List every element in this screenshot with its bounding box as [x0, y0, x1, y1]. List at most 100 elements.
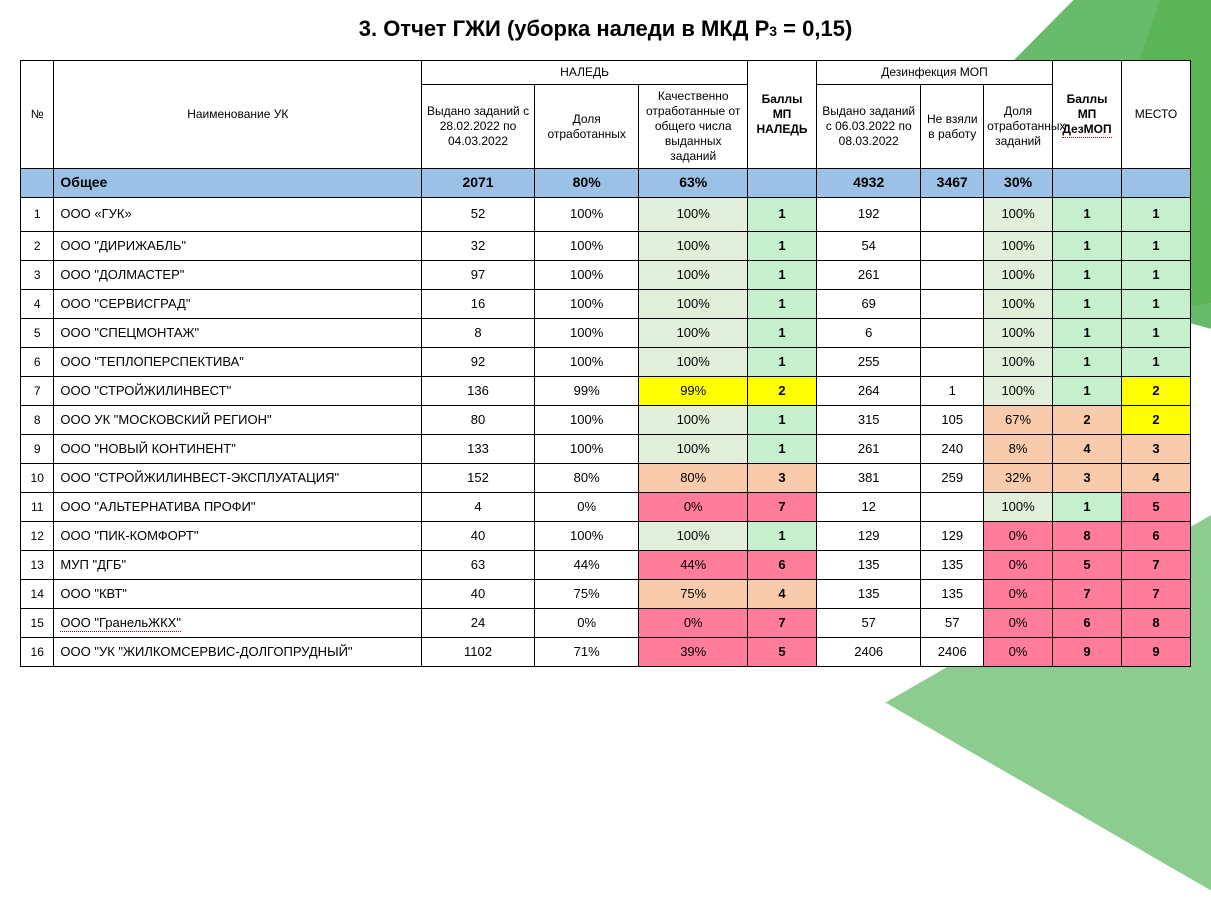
cell-name: ООО "НОВЫЙ КОНТИНЕНТ"	[54, 435, 422, 464]
totals-place	[1121, 169, 1190, 198]
cell-place: 7	[1121, 580, 1190, 609]
cell-num: 5	[21, 319, 54, 348]
cell-place: 3	[1121, 435, 1190, 464]
totals-quality: 63%	[639, 169, 748, 198]
cell-points-ice: 1	[748, 198, 817, 232]
cell-share: 0%	[534, 609, 638, 638]
cell-quality: 100%	[639, 261, 748, 290]
cell-place: 1	[1121, 348, 1190, 377]
cell-points-dez: 9	[1053, 638, 1122, 667]
cell-points-dez: 7	[1053, 580, 1122, 609]
cell-share: 100%	[534, 522, 638, 551]
col-quality: Качественно отработанные от общего числа…	[639, 85, 748, 169]
cell-points-ice: 6	[748, 551, 817, 580]
table-row: 1ООО «ГУК»52100%100%1192100%11	[21, 198, 1191, 232]
cell-place: 6	[1121, 522, 1190, 551]
col-share: Доля отработанных	[534, 85, 638, 169]
cell-quality: 100%	[639, 198, 748, 232]
totals-label: Общее	[54, 169, 422, 198]
cell-share: 100%	[534, 290, 638, 319]
totals-issued: 2071	[422, 169, 535, 198]
cell-points-dez: 8	[1053, 522, 1122, 551]
table-row: 9ООО "НОВЫЙ КОНТИНЕНТ"133100%100%1261240…	[21, 435, 1191, 464]
cell-issued: 63	[422, 551, 535, 580]
table-row: 16ООО "УК "ЖИЛКОМСЕРВИС-ДОЛГОПРУДНЫЙ"110…	[21, 638, 1191, 667]
cell-dez-not	[921, 232, 984, 261]
cell-dez-issued: 255	[816, 348, 920, 377]
cell-num: 8	[21, 406, 54, 435]
cell-place: 7	[1121, 551, 1190, 580]
cell-points-dez: 1	[1053, 493, 1122, 522]
cell-name: ООО "УК "ЖИЛКОМСЕРВИС-ДОЛГОПРУДНЫЙ"	[54, 638, 422, 667]
cell-points-ice: 1	[748, 406, 817, 435]
cell-dez-share: 100%	[984, 198, 1053, 232]
cell-dez-share: 32%	[984, 464, 1053, 493]
cell-points-ice: 2	[748, 377, 817, 406]
cell-points-ice: 1	[748, 261, 817, 290]
cell-name: ООО "СТРОЙЖИЛИНВЕСТ-ЭКСПЛУАТАЦИЯ"	[54, 464, 422, 493]
cell-dez-not: 1	[921, 377, 984, 406]
cell-dez-share: 100%	[984, 493, 1053, 522]
report-table: № Наименование УК НАЛЕДЬ Баллы МП НАЛЕДЬ…	[20, 60, 1191, 667]
cell-quality: 39%	[639, 638, 748, 667]
cell-dez-not: 129	[921, 522, 984, 551]
cell-points-ice: 1	[748, 522, 817, 551]
col-dez-share: Доля отработанных заданий	[984, 85, 1053, 169]
cell-share: 44%	[534, 551, 638, 580]
col-group-ice: НАЛЕДЬ	[422, 61, 748, 85]
cell-num: 7	[21, 377, 54, 406]
totals-row: Общее 2071 80% 63% 4932 3467 30%	[21, 169, 1191, 198]
cell-dez-not: 135	[921, 551, 984, 580]
totals-dez-issued: 4932	[816, 169, 920, 198]
cell-quality: 100%	[639, 435, 748, 464]
cell-dez-issued: 57	[816, 609, 920, 638]
cell-num: 1	[21, 198, 54, 232]
cell-place: 2	[1121, 406, 1190, 435]
cell-dez-issued: 69	[816, 290, 920, 319]
cell-points-ice: 1	[748, 290, 817, 319]
cell-dez-issued: 135	[816, 580, 920, 609]
cell-quality: 0%	[639, 493, 748, 522]
cell-points-dez: 1	[1053, 198, 1122, 232]
cell-name: ООО «ГУК»	[54, 198, 422, 232]
table-row: 7ООО "СТРОЙЖИЛИНВЕСТ"13699%99%22641100%1…	[21, 377, 1191, 406]
cell-name: ООО "ПИК-КОМФОРТ"	[54, 522, 422, 551]
cell-dez-share: 8%	[984, 435, 1053, 464]
cell-issued: 40	[422, 580, 535, 609]
cell-share: 100%	[534, 198, 638, 232]
cell-share: 100%	[534, 232, 638, 261]
cell-place: 1	[1121, 232, 1190, 261]
cell-num: 2	[21, 232, 54, 261]
table-row: 3ООО "ДОЛМАСТЕР"97100%100%1261100%11	[21, 261, 1191, 290]
totals-dez-share: 30%	[984, 169, 1053, 198]
title-prefix: 3. Отчет ГЖИ (уборка наледи в МКД Р	[359, 16, 770, 41]
cell-dez-share: 0%	[984, 580, 1053, 609]
cell-issued: 136	[422, 377, 535, 406]
cell-num: 11	[21, 493, 54, 522]
cell-dez-not: 57	[921, 609, 984, 638]
totals-points-dez	[1053, 169, 1122, 198]
cell-points-dez: 1	[1053, 348, 1122, 377]
cell-issued: 80	[422, 406, 535, 435]
cell-name: ООО "ГранельЖКХ"	[54, 609, 422, 638]
cell-quality: 80%	[639, 464, 748, 493]
cell-dez-share: 100%	[984, 290, 1053, 319]
cell-points-dez: 6	[1053, 609, 1122, 638]
cell-dez-share: 100%	[984, 377, 1053, 406]
cell-dez-issued: 261	[816, 435, 920, 464]
cell-points-dez: 1	[1053, 377, 1122, 406]
cell-dez-share: 0%	[984, 609, 1053, 638]
page-title: 3. Отчет ГЖИ (уборка наледи в МКД Р3 = 0…	[20, 16, 1191, 42]
cell-points-dez: 3	[1053, 464, 1122, 493]
cell-points-ice: 1	[748, 348, 817, 377]
cell-dez-not: 2406	[921, 638, 984, 667]
cell-place: 1	[1121, 290, 1190, 319]
cell-share: 80%	[534, 464, 638, 493]
cell-place: 1	[1121, 198, 1190, 232]
cell-dez-issued: 261	[816, 261, 920, 290]
totals-dez-not: 3467	[921, 169, 984, 198]
cell-share: 100%	[534, 261, 638, 290]
cell-num: 10	[21, 464, 54, 493]
cell-name: ООО "СПЕЦМОНТАЖ"	[54, 319, 422, 348]
cell-dez-issued: 12	[816, 493, 920, 522]
